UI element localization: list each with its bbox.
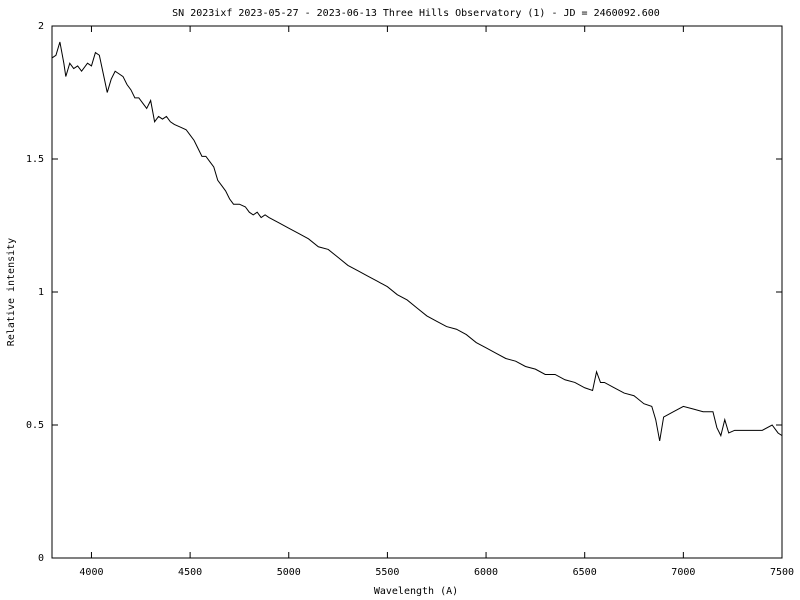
x-tick-label: 5000	[277, 567, 301, 578]
x-tick-label: 6500	[573, 567, 597, 578]
y-tick-label: 1	[38, 287, 44, 298]
x-tick-label: 5500	[375, 567, 399, 578]
x-tick-label: 4500	[178, 567, 202, 578]
y-tick-label: 0.5	[26, 420, 44, 431]
spectrum-line	[51, 41, 783, 442]
x-tick-label: 6000	[474, 567, 498, 578]
y-tick-label: 1.5	[26, 154, 44, 165]
chart-title: SN 2023ixf 2023-05-27 - 2023-06-13 Three…	[172, 8, 660, 19]
x-tick-label: 7000	[671, 567, 695, 578]
x-tick-label: 7500	[770, 567, 794, 578]
y-tick-label: 0	[38, 553, 44, 564]
y-tick-label: 2	[38, 21, 44, 32]
y-axis-label: Relative intensity	[6, 238, 17, 346]
x-tick-label: 4000	[79, 567, 103, 578]
x-axis-label: Wavelength (A)	[374, 586, 458, 597]
